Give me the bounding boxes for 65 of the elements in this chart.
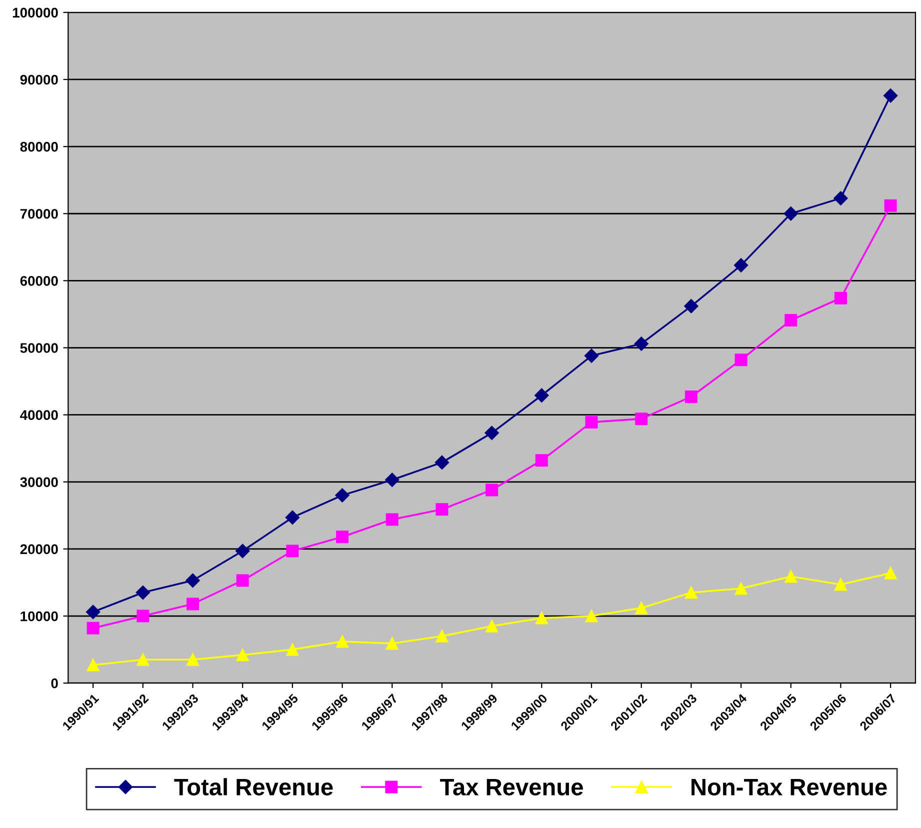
point: [186, 598, 200, 610]
y-tick-label: 30000: [20, 477, 58, 488]
point: [486, 620, 498, 632]
point: [734, 582, 748, 595]
point: [286, 643, 299, 656]
point: [784, 206, 798, 221]
point: [436, 630, 448, 642]
point: [335, 488, 350, 502]
point: [584, 348, 599, 363]
point: [634, 336, 648, 351]
point: [684, 299, 698, 314]
point: [884, 199, 897, 212]
point: [585, 610, 598, 622]
legend-label: Non-Tax Revenue: [692, 778, 887, 796]
point: [635, 602, 648, 614]
point: [535, 454, 548, 467]
y-tick-label: 0: [51, 678, 58, 688]
point: [136, 610, 150, 622]
point: [286, 544, 299, 558]
point: [534, 388, 549, 402]
point: [734, 354, 748, 366]
point: [484, 426, 499, 440]
point: [784, 570, 798, 583]
point: [86, 604, 100, 620]
point: [285, 510, 300, 525]
point: [884, 566, 897, 580]
point: [336, 635, 349, 648]
point: [236, 574, 249, 587]
y-tick-label: 10000: [20, 611, 58, 622]
point: [684, 390, 698, 403]
point: [386, 513, 398, 526]
y-tick-label: 90000: [20, 74, 58, 85]
y-tick-label: 70000: [20, 208, 58, 219]
point: [585, 416, 598, 428]
point: [86, 622, 100, 634]
y-tick-label: 20000: [20, 544, 58, 554]
point: [386, 637, 398, 650]
point: [635, 412, 648, 426]
point: [834, 191, 848, 206]
point: [186, 653, 200, 666]
y-tick-label: 100000: [12, 8, 58, 18]
point: [86, 658, 100, 672]
point: [834, 578, 847, 591]
point: [883, 88, 898, 103]
point: [385, 472, 400, 487]
point: [734, 258, 748, 272]
point: [784, 314, 798, 327]
point: [535, 612, 548, 624]
point: [236, 648, 249, 662]
y-tick-label: 80000: [20, 142, 58, 152]
point: [336, 530, 349, 544]
legend-label: Tax Revenue: [440, 778, 583, 796]
point: [834, 292, 847, 304]
legend-label: Total Revenue: [174, 778, 333, 796]
point: [236, 544, 250, 558]
y-tick-label: 60000: [20, 276, 58, 286]
point: [434, 455, 450, 470]
point: [436, 503, 448, 516]
point: [684, 586, 698, 599]
y-tick-label: 50000: [20, 343, 58, 353]
point: [486, 484, 498, 496]
y-tick-label: 40000: [20, 410, 58, 420]
point: [186, 573, 200, 588]
point: [136, 585, 150, 600]
point: [136, 653, 150, 666]
